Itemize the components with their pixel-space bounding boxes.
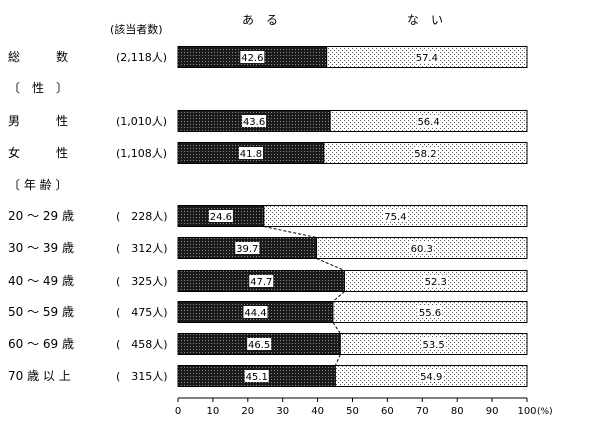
- connector-line: [334, 354, 341, 366]
- value-label-nai: 54.9: [420, 372, 442, 383]
- row-count: ( 315人): [116, 370, 168, 383]
- label-bg-nai: [383, 210, 408, 222]
- count-header: (該当者数): [110, 22, 163, 36]
- tick-label: 70: [416, 406, 429, 417]
- tick-label: 20: [241, 406, 254, 417]
- tick-label: 10: [207, 406, 220, 417]
- legend-label-aru: あ る: [242, 13, 278, 27]
- value-label-aru: 41.8: [240, 149, 262, 160]
- tick-label: 90: [486, 406, 499, 417]
- label-bg-nai: [417, 306, 442, 318]
- value-label-aru: 44.4: [244, 308, 266, 319]
- connector-line: [316, 258, 345, 271]
- label-bg-nai: [419, 370, 444, 382]
- row-count: ( 325人): [116, 275, 168, 288]
- tick-label: 100: [517, 406, 536, 417]
- value-label-aru: 47.7: [250, 277, 272, 288]
- value-label-aru: 46.5: [248, 340, 270, 351]
- connector-line: [332, 322, 341, 334]
- value-label-nai: 60.3: [411, 244, 433, 255]
- value-label-aru: 39.7: [236, 244, 258, 255]
- row-label: 女 性: [8, 145, 68, 160]
- row-label: 60 ～ 69 歳: [8, 337, 74, 351]
- label-bg-nai: [413, 147, 438, 159]
- label-bg-aru: [249, 275, 274, 287]
- label-bg-nai: [423, 275, 448, 287]
- x-unit-label: (%): [537, 407, 553, 417]
- value-label-nai: 52.3: [425, 277, 447, 288]
- value-label-nai: 53.5: [423, 340, 445, 351]
- row-label: 男 性: [8, 114, 68, 128]
- row-label: 50 ～ 59 歳: [8, 305, 74, 319]
- value-label-nai: 55.6: [419, 308, 441, 319]
- tick-label: 80: [451, 406, 464, 417]
- row-count: (1,108人): [116, 147, 167, 160]
- row-label: 40 ～ 49 歳: [8, 274, 74, 288]
- row-label: 70 歳 以 上: [8, 369, 71, 383]
- label-bg-aru: [242, 115, 267, 127]
- label-bg-aru: [235, 242, 260, 254]
- row-count: ( 228人): [116, 210, 168, 223]
- connector-line: [263, 226, 317, 238]
- row-count: (2,118人): [116, 51, 167, 64]
- x-axis: 0 10 20 30 40 50 60 70 80 90 100 (%): [175, 397, 553, 417]
- tick-label: 30: [276, 406, 289, 417]
- chart-rows: 〔 性 〕〔 年 齢 〕総 数 (2,118人) 42.6 57.4 男 性 (1,010…: [8, 46, 528, 387]
- connector-line: [332, 291, 345, 302]
- row-count: (1,010人): [116, 115, 167, 128]
- row-label: 20 ～ 29 歳: [8, 209, 74, 223]
- value-label-aru: 43.6: [243, 117, 265, 128]
- row-label: 30 ～ 39 歳: [8, 241, 74, 255]
- value-label-aru: 45.1: [246, 372, 268, 383]
- legend-label-nai: な い: [407, 13, 443, 27]
- tick-label: 0: [175, 406, 181, 417]
- label-bg-nai: [409, 242, 434, 254]
- label-bg-nai: [416, 115, 441, 127]
- label-bg-aru: [238, 147, 263, 159]
- value-label-aru: 24.6: [210, 212, 232, 223]
- label-bg-aru: [243, 306, 268, 318]
- value-label-nai: 57.4: [416, 53, 438, 64]
- tick-label: 40: [311, 406, 324, 417]
- group-header: 〔 年 齢 〕: [8, 177, 67, 192]
- label-bg-aru: [208, 210, 233, 222]
- group-header: 〔 性 〕: [8, 81, 68, 95]
- label-bg-nai: [414, 51, 439, 63]
- value-label-nai: 58.2: [414, 149, 436, 160]
- label-bg-aru: [240, 51, 265, 63]
- value-label-nai: 75.4: [384, 212, 406, 223]
- label-bg-aru: [247, 338, 272, 350]
- row-count: ( 475人): [116, 306, 168, 319]
- tick-label: 50: [346, 406, 359, 417]
- label-bg-aru: [244, 370, 269, 382]
- label-bg-nai: [421, 338, 446, 350]
- tick-label: 60: [381, 406, 394, 417]
- row-label: 総 数: [8, 49, 68, 64]
- row-count: ( 312人): [116, 242, 168, 255]
- value-label-aru: 42.6: [241, 53, 263, 64]
- value-label-nai: 56.4: [417, 117, 439, 128]
- row-count: ( 458人): [116, 338, 168, 351]
